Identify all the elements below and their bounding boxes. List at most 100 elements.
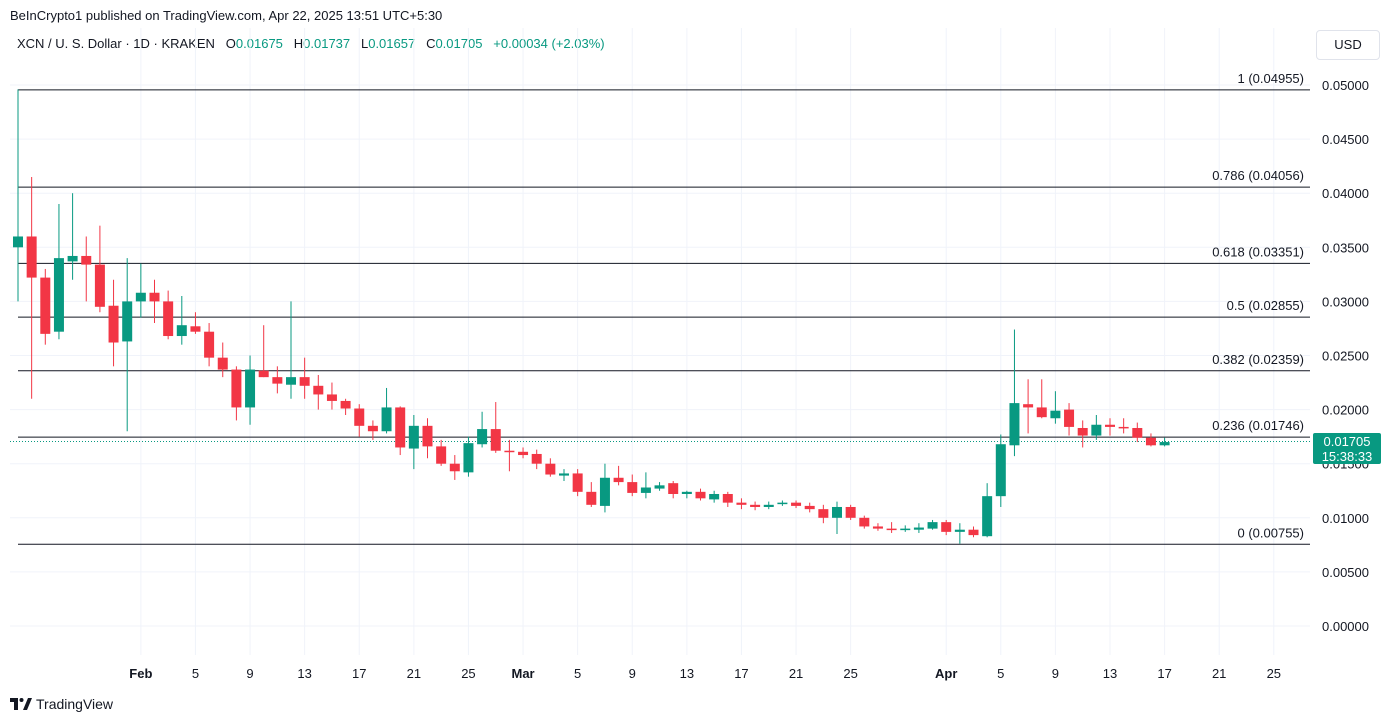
candle-up [832, 501, 842, 535]
candle-body [586, 491, 597, 505]
candle-down [531, 449, 542, 470]
candle-body [190, 326, 201, 332]
candle-down [436, 439, 447, 466]
fibonacci-retracement: 1 (0.04955) 0.786 (0.04056) 0.618 (0.03351… [10, 71, 1310, 545]
candle-body [1118, 426, 1129, 429]
candle-body [286, 377, 296, 385]
candle-body [982, 496, 993, 537]
candle-body [217, 357, 228, 370]
candle-down [722, 491, 733, 507]
x-tick-label: 21 [407, 666, 421, 681]
fib-level-label: 0.5 (0.02855) [1227, 298, 1304, 313]
candle-down [1064, 403, 1075, 436]
y-tick-label: 0.00500 [1322, 565, 1369, 580]
candle-body [313, 385, 324, 395]
candle-up [463, 436, 474, 477]
low-value: 0.01657 [368, 36, 416, 51]
candle-down [204, 323, 215, 367]
candle-body [504, 450, 515, 453]
candle-down [518, 447, 529, 459]
candle-body [272, 377, 283, 384]
y-tick-label: 0.04500 [1322, 132, 1369, 147]
candle-down [968, 526, 979, 538]
candle-up [53, 204, 64, 340]
candle-down [26, 176, 37, 399]
candle-down [845, 504, 856, 520]
candle-body [176, 325, 187, 337]
candle-body [367, 425, 378, 432]
candle-body [395, 407, 406, 448]
candle-down [1077, 420, 1088, 448]
candle-body [122, 301, 133, 342]
candle-down [572, 469, 583, 497]
x-tick-label: 25 [461, 666, 475, 681]
candle-body [722, 493, 733, 503]
candle-body [763, 504, 774, 507]
candle-down [1023, 379, 1034, 434]
candle-down [108, 279, 119, 367]
candle-down [750, 501, 761, 511]
candle-body [872, 526, 883, 529]
close-label: C [426, 36, 436, 51]
candle-up [681, 490, 692, 499]
candle-down [490, 402, 501, 453]
candle-body [750, 504, 761, 507]
close-value: 0.01705 [435, 36, 483, 51]
candle-body [1159, 442, 1170, 446]
candle-down [258, 325, 269, 378]
candle-body [1064, 409, 1075, 427]
candle-down [668, 481, 679, 499]
candle-up [927, 519, 938, 530]
candle-body [545, 463, 556, 475]
candle-up [135, 263, 146, 318]
candle-down [736, 498, 747, 510]
publisher-line: BeInCrypto1 published on TradingView.com… [10, 8, 443, 23]
candle-body [668, 483, 679, 494]
candle-body [777, 502, 788, 505]
x-tick-label: 17 [352, 666, 366, 681]
fib-level-label: 0 (0.00755) [1238, 525, 1305, 540]
x-tick-label: 21 [1212, 666, 1226, 681]
candle-up [13, 89, 23, 302]
candle-body [1091, 424, 1102, 436]
last-price-value: 0.01705 [1323, 434, 1371, 449]
candlestick-series [13, 89, 1170, 544]
y-tick-label: 0.00000 [1322, 619, 1369, 634]
candle-up [599, 463, 610, 513]
price-axis: 0.05000 0.04500 0.04000 0.03500 0.03000 0.025… [1322, 78, 1369, 634]
candle-down [217, 342, 228, 378]
candle-body [1023, 404, 1034, 408]
candle-down [886, 522, 897, 533]
candle-up [913, 523, 924, 533]
candle-body [559, 473, 569, 476]
candle-up [176, 295, 187, 345]
tradingview-logo-icon [10, 698, 32, 710]
candle-body [791, 502, 802, 506]
fib-level-label: 1 (0.04955) [1238, 71, 1305, 86]
fib-level-label: 0.236 (0.01746) [1212, 418, 1304, 433]
candle-up [381, 387, 392, 434]
change-value: +0.00034 (+2.03%) [493, 36, 605, 51]
candle-up [995, 434, 1006, 507]
candle-body [299, 377, 310, 386]
candle-down [422, 418, 433, 459]
candle-up [1050, 391, 1061, 424]
candle-down [545, 458, 556, 477]
candle-up [67, 193, 78, 280]
candle-up [982, 483, 993, 538]
candle-down [504, 439, 515, 472]
candle-up [763, 501, 774, 510]
x-tick-label: Feb [129, 666, 152, 681]
tradingview-branding[interactable]: TradingView [10, 696, 113, 712]
candle-down [859, 515, 870, 529]
candle-body [913, 527, 924, 530]
candle-body [81, 255, 92, 265]
currency-button[interactable]: USD [1316, 30, 1380, 60]
candle-down [941, 519, 952, 536]
candle-body [490, 429, 501, 451]
symbol-name[interactable]: XCN / U. S. Dollar · 1D · KRAKEN [17, 36, 215, 51]
candle-body [572, 473, 583, 492]
candle-up [1091, 415, 1102, 440]
time-axis: Feb 5 9 13 17 21 25 Mar 5 9 13 17 21 25 Apr 5 9 13 17 21 25 [129, 666, 1281, 681]
